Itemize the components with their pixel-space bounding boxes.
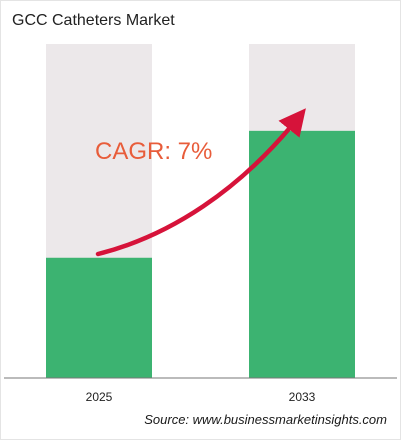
bar-2033	[249, 130, 355, 378]
source-caption: Source: www.businessmarketinsights.com	[144, 412, 387, 427]
bar-2025	[46, 257, 152, 378]
x-tick-label-2033: 2033	[289, 390, 316, 404]
x-tick-label-2025: 2025	[86, 390, 113, 404]
cagr-arrow	[95, 108, 306, 257]
chart-title: GCC Catheters Market	[12, 12, 175, 29]
x-tick-labels: 2025 2033	[86, 390, 316, 404]
bars	[46, 130, 355, 378]
cagr-annotation: CAGR: 7%	[95, 138, 212, 165]
